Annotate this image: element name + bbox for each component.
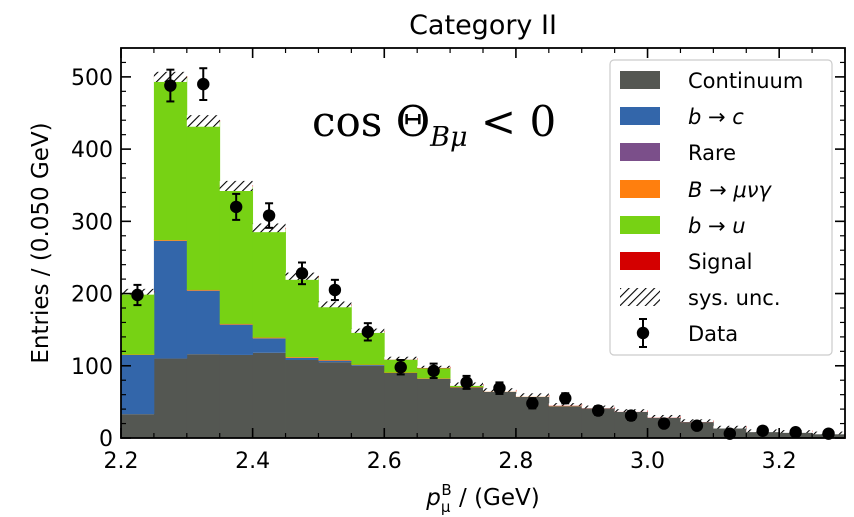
data-point-19 (756, 424, 769, 437)
bar-0-1 (153, 358, 188, 438)
legend-label-4: b → u (688, 214, 746, 238)
legend-swatch-1 (620, 107, 660, 125)
bar-0-6 (318, 362, 352, 438)
data-point-4 (262, 209, 276, 222)
bar-1-1 (153, 240, 188, 359)
histogram-stack (121, 76, 845, 438)
y-tick-label-5: 500 (71, 66, 113, 91)
y-tick-label-3: 300 (71, 210, 113, 235)
bar-0-0 (121, 414, 155, 438)
sys-unc-16 (647, 414, 681, 418)
x-tick-label-1: 2.4 (235, 449, 270, 474)
legend-box (609, 59, 833, 356)
data-points (131, 67, 835, 440)
sys-unc-3 (219, 180, 253, 191)
y-tick-label-2: 200 (71, 283, 113, 308)
data-point-12 (526, 397, 539, 410)
x-tick-label-5: 3.2 (762, 449, 797, 474)
bar-0-10 (450, 387, 484, 438)
legend-swatch-5 (620, 252, 660, 270)
legend-swatch-4 (620, 216, 660, 234)
x-axis-label: pμB / (GeV) (425, 481, 539, 516)
sys-unc-12 (515, 393, 549, 397)
sys-unc-8 (384, 356, 418, 360)
data-point-0 (131, 288, 144, 302)
data-point-15 (624, 409, 638, 422)
bar-0-7 (351, 365, 385, 438)
bar-1-6 (318, 360, 352, 363)
bar-4-4 (252, 229, 286, 338)
sys-unc-2 (186, 115, 220, 127)
legend-label-0: Continuum (688, 69, 803, 93)
x-tick-label-4: 3.0 (630, 449, 665, 474)
bar-0-2 (186, 354, 221, 438)
bar-0-13 (548, 406, 583, 438)
data-point-11 (493, 381, 506, 395)
legend-data-marker (636, 326, 650, 340)
data-point-3 (229, 200, 243, 214)
bar-1-5 (285, 357, 319, 360)
data-point-10 (460, 376, 473, 389)
data-point-21 (822, 427, 835, 440)
legend-swatch-2 (620, 143, 660, 161)
y-axis-label: Entries / (0.050 GeV) (28, 122, 54, 363)
data-point-1 (164, 79, 177, 92)
data-point-14 (591, 404, 605, 417)
axes: 2.2 2.4 2.6 2.8 3.0 3.2 0 100 200 300 400 500 (71, 48, 846, 474)
bar-0-4 (252, 352, 286, 438)
bar-0-8 (384, 373, 418, 438)
legend-swatch-0 (620, 71, 660, 89)
bar-0-5 (285, 360, 319, 438)
bar-4-2 (186, 121, 221, 290)
data-point-6 (328, 283, 342, 297)
data-point-9 (427, 364, 440, 378)
data-point-16 (657, 417, 671, 430)
bar-0-9 (417, 378, 451, 438)
legend-label-3: B → μνγ (688, 178, 772, 202)
sys-unc-18 (713, 425, 747, 429)
chart-title: Category II (409, 10, 557, 41)
bar-1-2 (186, 290, 221, 355)
bar-0-11 (483, 391, 517, 438)
legend: Continuum b → c Rare B → μνγ b → u Signal sys.… (609, 59, 833, 356)
data-point-18 (723, 427, 737, 440)
bar-1-3 (219, 324, 254, 355)
bar-4-1 (153, 77, 188, 241)
legend-label-2: Rare (688, 141, 736, 165)
annotation-cos-theta: cos ΘBμ < 0 (312, 97, 556, 153)
legend-swatch-3 (620, 180, 660, 198)
bar-0-3 (219, 354, 254, 438)
sys-unc-6 (318, 301, 352, 308)
legend-label-5: Signal (688, 250, 753, 274)
bar-4-5 (285, 277, 319, 358)
legend-label-7: Data (688, 322, 738, 346)
legend-label-6: sys. unc. (688, 286, 781, 310)
data-point-17 (690, 419, 704, 432)
data-point-5 (295, 267, 309, 280)
x-tick-label-0: 2.2 (104, 449, 139, 474)
y-tick-label-1: 100 (71, 355, 113, 380)
x-tick-label-2: 2.6 (367, 449, 402, 474)
bar-1-0 (121, 354, 155, 415)
legend-swatch-6 (620, 288, 660, 306)
x-tick-label-3: 2.8 (498, 449, 533, 474)
data-point-8 (394, 361, 407, 374)
bar-1-4 (252, 338, 286, 353)
legend-label-1: b → c (688, 105, 744, 129)
y-tick-label-0: 0 (99, 427, 113, 452)
bar-4-6 (318, 305, 352, 360)
data-point-2 (197, 77, 210, 91)
y-tick-label-4: 400 (71, 138, 113, 163)
data-point-20 (789, 426, 802, 439)
data-point-7 (361, 325, 375, 339)
data-point-13 (559, 392, 572, 405)
